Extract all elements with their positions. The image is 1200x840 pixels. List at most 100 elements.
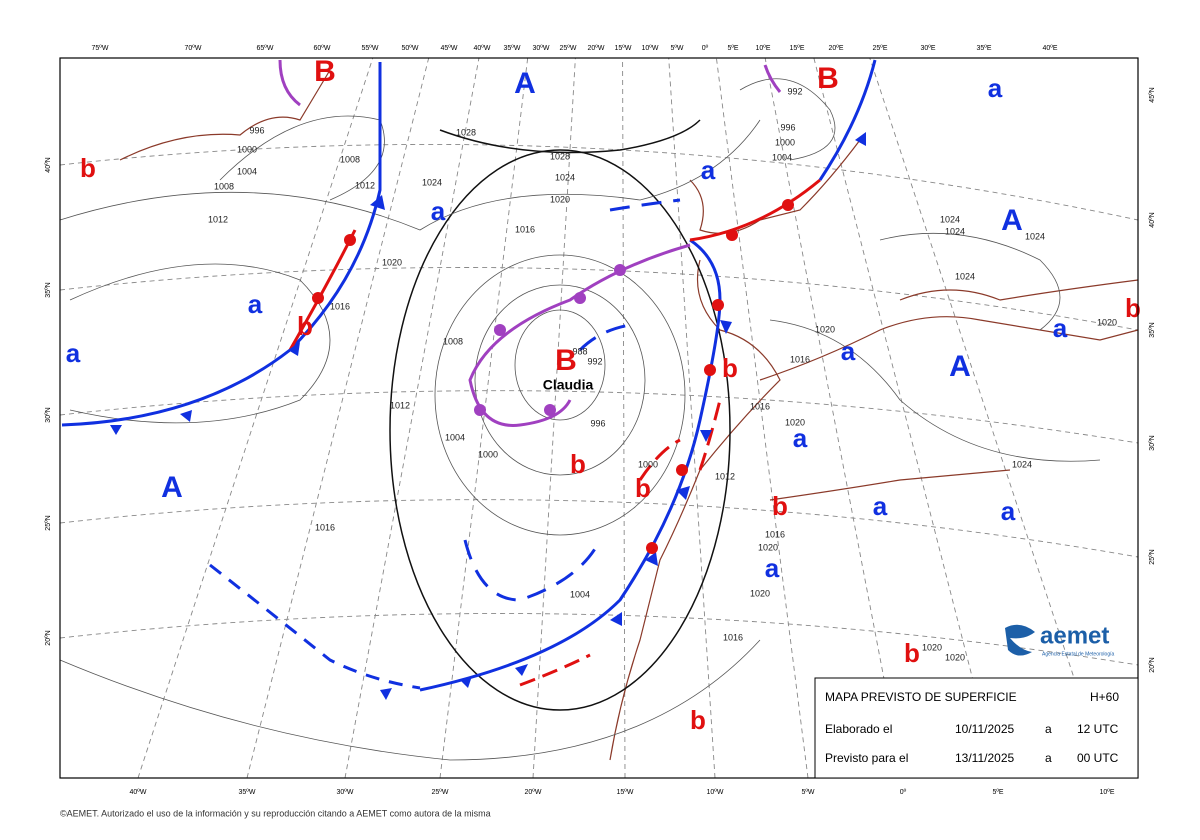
low-pressure-label: b <box>570 449 586 479</box>
high-pressure-label: A <box>949 350 971 383</box>
longitude-label: 20ºW <box>588 45 605 52</box>
longitude-label: 10ºE <box>1099 789 1114 796</box>
latitude-label: 30ºN <box>1149 435 1156 450</box>
storm-name: Claudia <box>543 377 594 393</box>
parallel <box>59 143 1139 221</box>
info-box-frame <box>814 677 1139 779</box>
fronts <box>61 59 877 700</box>
low-pressure-label: B <box>314 55 336 88</box>
isobar-label: 1024 <box>955 271 975 281</box>
longitude-label: 55ºW <box>362 45 379 52</box>
meridian <box>622 57 626 779</box>
longitude-label: 30ºE <box>920 45 935 52</box>
high-pressure-label: a <box>765 553 780 583</box>
coastline <box>119 69 1139 761</box>
latitude-label: 40ºN <box>45 157 52 172</box>
longitude-label: 50ºW <box>402 45 419 52</box>
longitude-label: 60ºW <box>314 45 331 52</box>
latitude-label: 25ºN <box>45 515 52 530</box>
isobar-label: 1020 <box>815 324 835 334</box>
parallel <box>59 613 1139 666</box>
low-pressure-label: b <box>772 491 788 521</box>
isobar-label: 1004 <box>445 432 465 442</box>
isobar-label: 1016 <box>330 301 350 311</box>
latitude-label: 25ºN <box>1149 549 1156 564</box>
longitude-label: 40ºW <box>474 45 491 52</box>
longitude-label: 30ºW <box>533 45 550 52</box>
isobar-label: 1020 <box>922 642 942 652</box>
low-pressure-label: b <box>635 473 651 503</box>
meridian <box>813 57 999 779</box>
longitude-label: 30ºW <box>337 789 354 796</box>
latitude-label: 20ºN <box>45 630 52 645</box>
isobar-label: 988 <box>572 346 587 356</box>
isobar-label: 1012 <box>208 214 228 224</box>
isobar-label: 992 <box>787 86 802 96</box>
isobar-label: 1020 <box>945 652 965 662</box>
isobar-label: 1004 <box>772 152 792 162</box>
isobar-label: 996 <box>590 418 605 428</box>
longitude-label: 25ºW <box>560 45 577 52</box>
isobar-label: 1020 <box>382 257 402 267</box>
longitude-label: 40ºE <box>1042 45 1057 52</box>
logo-name: aemet <box>1040 622 1109 649</box>
info-box: MAPA PREVISTO DE SUPERFICIE H+60 Elabora… <box>814 677 1139 779</box>
longitude-label: 25ºW <box>432 789 449 796</box>
longitude-label: 25ºE <box>872 45 887 52</box>
copyright: ©AEMET. Autorizado el uso de la informac… <box>60 808 491 818</box>
isobar-label: 1024 <box>1012 459 1032 469</box>
isobar-label: 1020 <box>750 588 770 598</box>
longitude-label: 35ºE <box>976 45 991 52</box>
isobar-label: 1028 <box>456 127 476 137</box>
isobar-label: 1016 <box>723 632 743 642</box>
parallel <box>59 499 1139 558</box>
meridian <box>869 57 1108 779</box>
longitude-label: 75ºW <box>92 45 109 52</box>
info-sep: a <box>1045 722 1052 736</box>
isobar-label: 1000 <box>478 449 498 459</box>
high-pressure-label: a <box>431 196 446 226</box>
high-pressure-label: a <box>873 491 888 521</box>
high-pressure-label: a <box>1053 313 1068 343</box>
logo: aemet Agencia Estatal de Meteorología <box>1005 622 1114 657</box>
longitude-label: 5ºE <box>727 45 738 52</box>
isobar-label: 1028 <box>550 151 570 161</box>
longitude-label: 10ºE <box>755 45 770 52</box>
isobar-label: 996 <box>249 125 264 135</box>
coastlines <box>119 69 1139 761</box>
isobar-label: 1016 <box>765 529 785 539</box>
info-label: Previsto para el <box>825 751 908 765</box>
isobar-label: 1008 <box>214 181 234 191</box>
longitude-label: 5ºW <box>801 789 814 796</box>
low-pressure-label: b <box>1125 293 1141 323</box>
labels: 75ºW 70ºW 65ºW 60ºW 55ºW 50ºW 45ºW 40ºW 35ºW 30ºW… <box>45 45 1156 796</box>
longitude-label: 15ºW <box>617 789 634 796</box>
isobar-label: 1024 <box>422 177 442 187</box>
longitude-label: 10ºW <box>642 45 659 52</box>
info-label: Elaborado el <box>825 722 892 736</box>
logo-subtitle: Agencia Estatal de Meteorología <box>1042 651 1114 657</box>
high-pressure-label: a <box>793 423 808 453</box>
graticule <box>59 57 1139 779</box>
high-pressure-label: A <box>161 471 183 504</box>
low-pressure-label: B <box>555 344 577 377</box>
longitude-label: 40ºW <box>130 789 147 796</box>
isobar-label: 1004 <box>570 589 590 599</box>
latitude-label: 30ºN <box>45 407 52 422</box>
longitude-label: 45ºW <box>441 45 458 52</box>
high-pressure-label: a <box>248 289 263 319</box>
longitude-label: 10ºW <box>707 789 724 796</box>
isobar-label: 1020 <box>550 194 570 204</box>
isobar-label: 1024 <box>555 172 575 182</box>
info-lead: H+60 <box>1090 690 1119 704</box>
low-pressure-label: B <box>817 62 839 95</box>
isobar-label: 1008 <box>443 336 463 346</box>
isobar-label: 1012 <box>715 471 735 481</box>
map-frame <box>59 57 1139 779</box>
low-pressure-label: b <box>690 705 706 735</box>
low-pressure-label: b <box>297 311 313 341</box>
isobar-label: 1020 <box>758 542 778 552</box>
high-pressure-label: A <box>514 67 536 100</box>
high-pressure-label: a <box>841 336 856 366</box>
longitude-label: 15ºW <box>615 45 632 52</box>
